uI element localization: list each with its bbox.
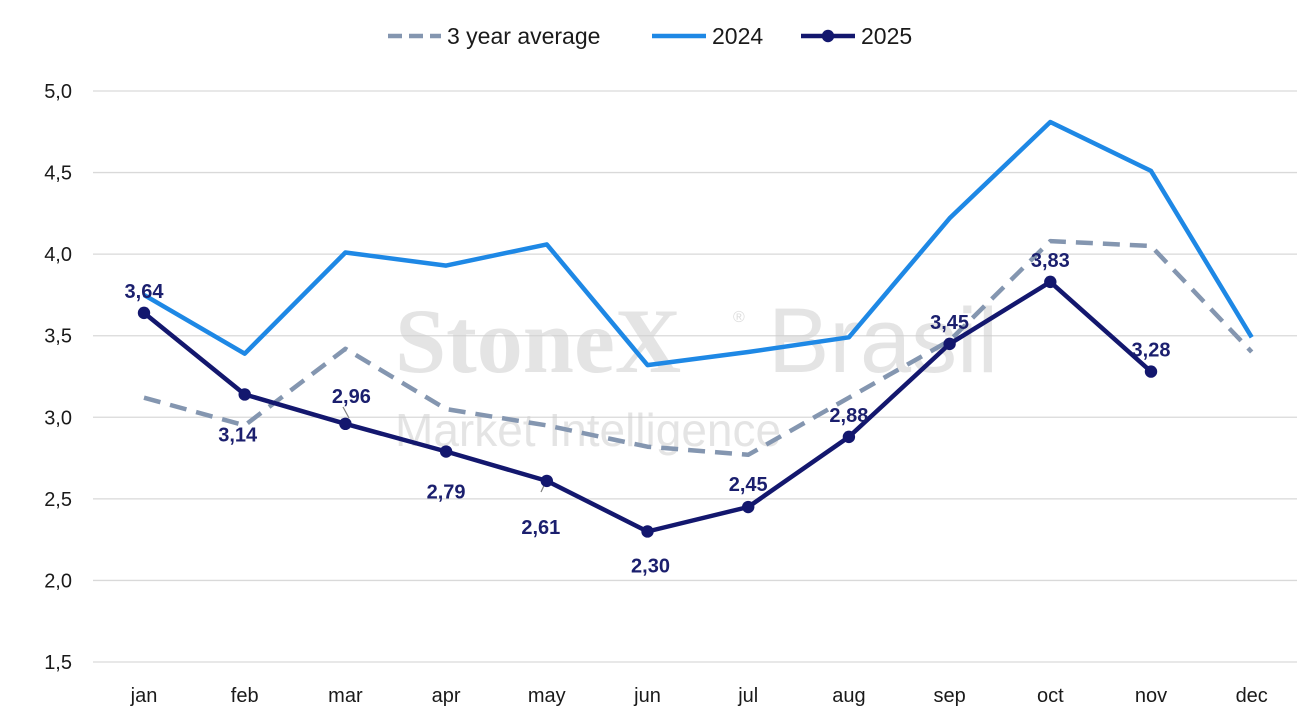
- series-line-2024: [142, 119, 1254, 368]
- x-tick-label-mar: mar: [328, 685, 363, 707]
- gridlines: [93, 90, 1297, 663]
- data-label-2025-apr: 2,79: [427, 482, 466, 504]
- x-tick-label-jul: jul: [737, 685, 758, 707]
- point-2025-jan: [137, 306, 151, 320]
- x-tick-label-may: may: [528, 685, 566, 707]
- legend: 3 year average 2024 2025: [388, 23, 912, 49]
- point-2025-apr: [439, 445, 453, 458]
- point-2025-oct: [1044, 275, 1057, 289]
- legend-marker-2025: [821, 29, 835, 43]
- legend-label-3-year-average: 3 year average: [447, 23, 600, 49]
- series-line-3-year-average: [143, 238, 1254, 458]
- data-label-2025-nov: 3,28: [1132, 340, 1171, 362]
- point-2025-may: [540, 474, 553, 488]
- y-tick-label: 1,5: [44, 652, 72, 674]
- legend-label-2024: 2024: [712, 23, 763, 49]
- data-label-2025-aug: 2,88: [829, 405, 868, 427]
- point-2025-sep: [943, 337, 956, 351]
- series-markers: [137, 275, 1158, 538]
- data-label-2025-jan: 3,64: [125, 281, 165, 303]
- point-2025-nov: [1144, 365, 1158, 378]
- x-tick-label-dec: dec: [1236, 685, 1268, 707]
- data-label-2025-feb: 3,14: [218, 424, 258, 446]
- point-2025-feb: [238, 388, 251, 401]
- y-tick-label: 3,0: [44, 407, 72, 429]
- legend-label-2025: 2025: [861, 23, 912, 49]
- data-label-2025-jul: 2,45: [729, 474, 768, 496]
- series-lines: [142, 119, 1254, 534]
- data-label-2025-oct: 3,83: [1031, 250, 1070, 272]
- data-label-2025-sep: 3,45: [930, 312, 969, 334]
- y-tick-label: 2,5: [44, 489, 72, 511]
- data-label-2025-mar: 2,96: [332, 386, 371, 408]
- y-tick-label: 3,5: [44, 326, 72, 348]
- x-tick-label-jun: jun: [633, 685, 661, 707]
- x-tick-label-jan: jan: [130, 685, 158, 707]
- x-axis-tick-labels: jan feb mar apr may jun jul aug sep oct nov dec: [130, 685, 1268, 707]
- watermark-brand: StoneX: [395, 290, 681, 392]
- watermark: StoneX ® Brasil Market Intelligence: [395, 290, 998, 456]
- data-label-2025-jun: 2,30: [631, 555, 670, 577]
- data-label-2025-may: 2,61: [521, 517, 560, 539]
- point-2025-jul: [742, 500, 755, 514]
- y-tick-label: 4,0: [44, 244, 72, 266]
- x-tick-label-feb: feb: [231, 685, 259, 707]
- x-tick-label-nov: nov: [1135, 685, 1167, 707]
- x-tick-label-apr: apr: [432, 685, 461, 707]
- x-tick-label-oct: oct: [1037, 685, 1064, 707]
- y-axis-tick-labels: 1,5 2,0 2,5 3,0 3,5 4,0 4,5 5,0: [44, 81, 72, 674]
- x-tick-label-sep: sep: [933, 685, 965, 707]
- point-2025-jun: [641, 525, 654, 538]
- watermark-registered: ®: [733, 309, 745, 326]
- data-labels: 3,64 3,14 2,96 2,79 2,61 2,30 2,45 2,88 3,45 3,83…: [125, 250, 1171, 578]
- y-tick-label: 2,0: [44, 570, 72, 592]
- y-tick-label: 4,5: [44, 163, 72, 185]
- point-2025-aug: [842, 430, 856, 444]
- leader-line-mar: [342, 406, 350, 419]
- y-tick-label: 5,0: [44, 81, 72, 103]
- point-2025-mar: [339, 417, 352, 431]
- watermark-country: Brasil: [768, 290, 998, 392]
- x-tick-label-aug: aug: [832, 685, 865, 707]
